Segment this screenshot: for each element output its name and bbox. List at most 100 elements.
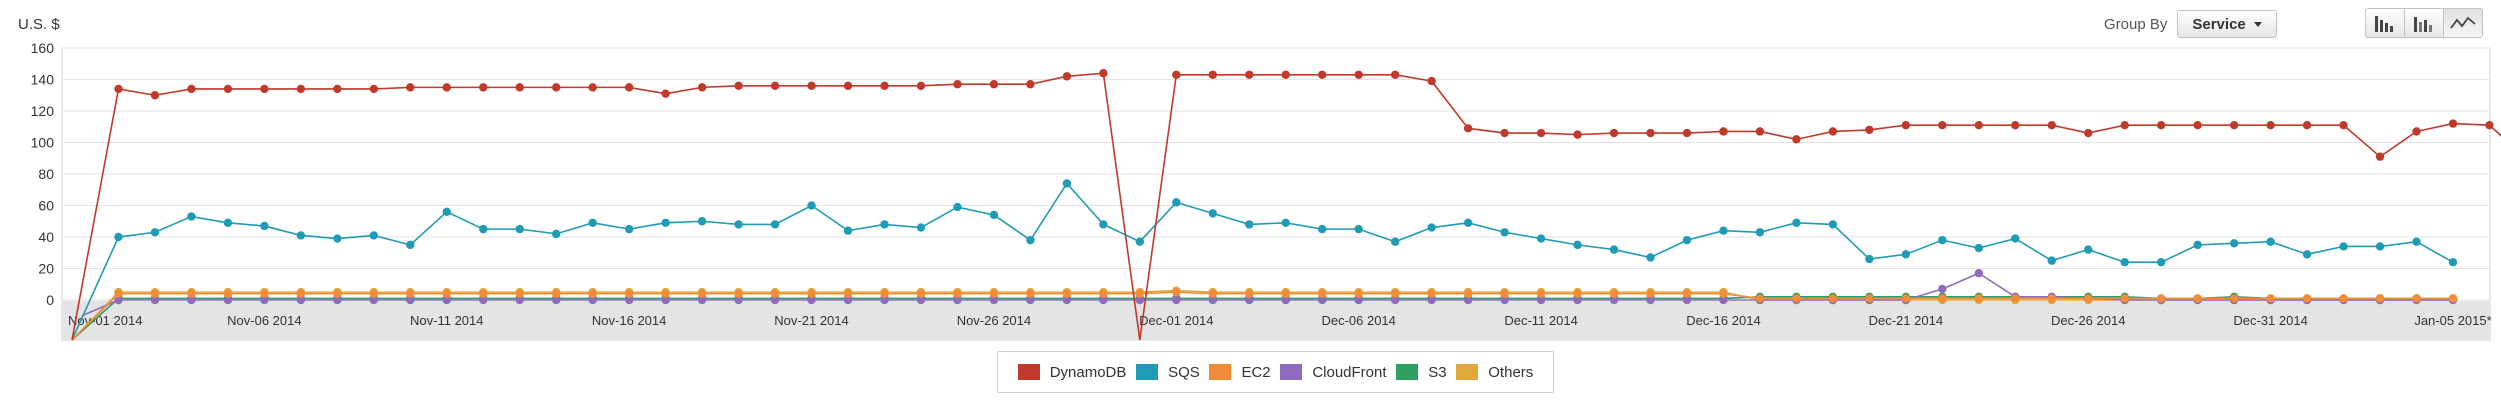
data-point[interactable] <box>697 83 707 92</box>
legend-item-dynamodb[interactable]: DynamoDB <box>1017 364 1126 381</box>
data-point[interactable] <box>223 84 233 94</box>
data-point[interactable] <box>1099 220 1108 229</box>
data-point[interactable] <box>843 295 853 305</box>
data-point[interactable] <box>1281 295 1290 305</box>
data-point[interactable] <box>1828 220 1838 229</box>
data-point[interactable] <box>2229 239 2239 248</box>
data-point[interactable] <box>333 295 342 305</box>
data-point[interactable] <box>1318 70 1327 79</box>
data-point[interactable] <box>807 81 816 91</box>
data-point[interactable] <box>479 289 488 298</box>
data-point[interactable] <box>1792 135 1801 144</box>
data-point[interactable] <box>114 84 123 94</box>
data-point[interactable] <box>260 84 269 94</box>
data-point[interactable] <box>770 295 780 305</box>
data-point[interactable] <box>1026 80 1035 89</box>
data-point[interactable] <box>187 295 196 305</box>
data-point[interactable] <box>953 202 962 212</box>
data-point[interactable] <box>1901 250 1911 259</box>
data-point[interactable] <box>442 295 451 305</box>
data-point[interactable] <box>1865 294 1874 303</box>
data-point[interactable] <box>661 295 670 305</box>
data-point[interactable] <box>2375 294 2385 303</box>
data-point[interactable] <box>260 221 269 231</box>
data-point[interactable] <box>1427 76 1436 86</box>
data-point[interactable] <box>2412 294 2421 303</box>
data-point[interactable] <box>1208 295 1217 305</box>
data-point[interactable] <box>880 295 889 305</box>
data-point[interactable] <box>1682 128 1692 138</box>
data-point[interactable] <box>1719 295 1728 305</box>
data-point[interactable] <box>1536 289 1546 298</box>
data-point[interactable] <box>1792 218 1801 228</box>
data-point[interactable] <box>1536 234 1546 243</box>
data-point[interactable] <box>150 289 160 298</box>
data-point[interactable] <box>1281 289 1290 298</box>
data-point[interactable] <box>1938 294 1947 303</box>
data-point[interactable] <box>515 83 524 92</box>
data-point[interactable] <box>442 83 451 92</box>
data-point[interactable] <box>1062 289 1072 298</box>
data-point[interactable] <box>916 289 926 298</box>
data-point[interactable] <box>916 223 926 232</box>
data-point[interactable] <box>1390 70 1400 79</box>
data-point[interactable] <box>333 289 342 298</box>
data-point[interactable] <box>1901 294 1911 303</box>
data-point[interactable] <box>2120 294 2129 303</box>
data-point[interactable] <box>1646 289 1655 298</box>
data-point[interactable] <box>114 289 123 298</box>
data-point[interactable] <box>369 295 379 305</box>
data-point[interactable] <box>916 295 926 305</box>
data-point[interactable] <box>2156 294 2166 303</box>
data-point[interactable] <box>333 234 342 243</box>
data-point[interactable] <box>296 231 306 240</box>
data-point[interactable] <box>843 289 853 298</box>
legend-item-ec2[interactable]: EC2 <box>1209 364 1271 381</box>
data-point[interactable] <box>2084 294 2093 303</box>
data-point[interactable] <box>1573 130 1582 139</box>
data-point[interactable] <box>2339 294 2348 303</box>
data-point[interactable] <box>2084 128 2093 138</box>
data-point[interactable] <box>406 240 415 250</box>
data-point[interactable] <box>1719 226 1728 235</box>
data-point[interactable] <box>2302 120 2312 130</box>
data-point[interactable] <box>1865 125 1874 135</box>
data-point[interactable] <box>807 201 816 210</box>
data-point[interactable] <box>1682 235 1692 245</box>
data-point[interactable] <box>770 289 780 298</box>
data-point[interactable] <box>1573 240 1582 250</box>
data-point[interactable] <box>260 295 269 305</box>
data-point[interactable] <box>1682 289 1692 298</box>
data-point[interactable] <box>369 289 379 298</box>
data-point[interactable] <box>1938 120 1947 130</box>
data-point[interactable] <box>2193 240 2202 250</box>
data-point[interactable] <box>515 289 524 298</box>
data-point[interactable] <box>1062 72 1072 81</box>
data-point[interactable] <box>296 295 306 305</box>
data-point[interactable] <box>1026 295 1035 305</box>
data-point[interactable] <box>1354 224 1363 234</box>
data-point[interactable] <box>953 80 962 89</box>
data-point[interactable] <box>1463 124 1473 133</box>
data-point[interactable] <box>1682 295 1692 305</box>
data-point[interactable] <box>1609 128 1619 138</box>
data-point[interactable] <box>552 295 561 305</box>
data-point[interactable] <box>1427 289 1436 298</box>
data-point[interactable] <box>1463 295 1473 305</box>
data-point[interactable] <box>223 295 233 305</box>
data-point[interactable] <box>1500 289 1509 298</box>
data-point[interactable] <box>1427 223 1436 232</box>
data-point[interactable] <box>150 228 160 237</box>
data-point[interactable] <box>1646 295 1655 305</box>
data-point[interactable] <box>1135 237 1145 246</box>
data-point[interactable] <box>1281 218 1290 228</box>
data-point[interactable] <box>442 207 451 216</box>
data-point[interactable] <box>1390 237 1400 246</box>
data-point[interactable] <box>2302 294 2312 303</box>
data-point[interactable] <box>2047 294 2056 303</box>
data-point[interactable] <box>2193 294 2202 303</box>
data-point[interactable] <box>843 226 853 235</box>
data-point[interactable] <box>1245 70 1254 79</box>
data-point[interactable] <box>989 289 999 298</box>
data-point[interactable] <box>479 83 488 92</box>
